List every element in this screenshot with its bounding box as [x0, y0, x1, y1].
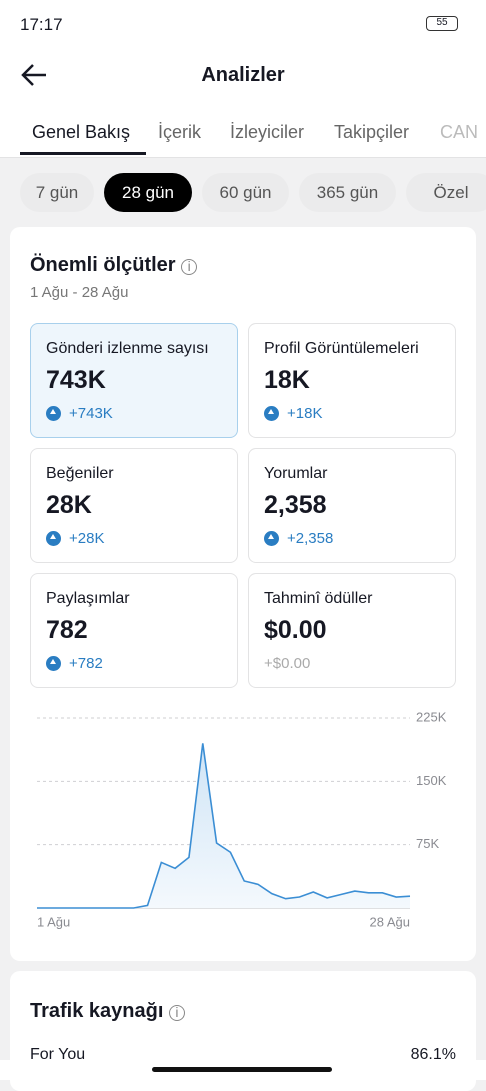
up-icon — [46, 656, 61, 671]
change-text: +18K — [287, 405, 323, 422]
change-text: +28K — [69, 530, 105, 547]
home-indicator — [152, 1067, 332, 1072]
metric-value: $0.00 — [264, 616, 327, 644]
metric-value: 28K — [46, 491, 92, 519]
metric-card[interactable]: Profil Görüntülemeleri 18K +18K — [248, 323, 456, 438]
section-title: Önemli ölçütler i — [30, 254, 198, 277]
tab-indicator — [20, 152, 146, 155]
metric-label: Paylaşımlar — [46, 590, 130, 607]
change-text: +743K — [69, 405, 113, 422]
period-pill[interactable]: 7 gün — [20, 173, 94, 212]
page-title: Analizler — [201, 64, 285, 86]
metric-value: 2,358 — [264, 491, 327, 519]
period-pill[interactable]: 60 gün — [202, 173, 289, 212]
metric-card[interactable]: Paylaşımlar 782 +782 — [30, 573, 238, 688]
views-chart: 75K 150K 225K 1 Ağu 28 Ağu — [37, 709, 447, 929]
metric-label: Yorumlar — [264, 465, 328, 482]
metric-change: +$0.00 — [264, 655, 440, 672]
area — [37, 743, 410, 908]
y-tick-label: 150K — [416, 773, 447, 788]
period-pill[interactable]: 28 gün — [104, 173, 192, 212]
info-icon[interactable]: i — [168, 1005, 185, 1021]
metric-value: 743K — [46, 366, 106, 394]
tab[interactable]: İçerik — [158, 122, 202, 142]
tab[interactable]: İzleyiciler — [230, 122, 305, 142]
metric-change: +743K — [46, 405, 222, 422]
metric-value: 18K — [264, 366, 310, 394]
back-button[interactable] — [20, 62, 50, 88]
battery: 55 — [426, 16, 458, 31]
title-text: Trafik kaynağı — [30, 1000, 164, 1022]
change-text: +$0.00 — [264, 655, 311, 672]
metric-change: +28K — [46, 530, 222, 547]
up-icon — [264, 406, 279, 421]
metric-card[interactable]: Beğeniler 28K +28K — [30, 448, 238, 563]
metric-label: Beğeniler — [46, 465, 114, 482]
traffic-value: 86.1% — [410, 1046, 456, 1063]
metric-value: 782 — [46, 616, 88, 644]
up-icon — [46, 531, 61, 546]
y-tick-label: 225K — [416, 709, 447, 724]
metric-change: +782 — [46, 655, 222, 672]
title-text: Önemli ölçütler — [30, 254, 176, 276]
line — [37, 743, 411, 909]
y-tick-label: 75K — [416, 836, 439, 851]
top-bar — [0, 0, 486, 158]
time: 17:17 — [20, 15, 63, 34]
tab[interactable]: Takipçiler — [334, 122, 410, 142]
metric-card[interactable]: Yorumlar 2,358 +2,358 — [248, 448, 456, 563]
metric-label: Profil Görüntülemeleri — [264, 340, 419, 357]
info-icon[interactable]: i — [181, 259, 198, 275]
traffic-label: For You — [30, 1046, 86, 1063]
up-icon — [264, 531, 279, 546]
x-tick-label: 28 Ağu — [370, 914, 411, 929]
date-range: 1 Ağu - 28 Ağu — [30, 284, 129, 301]
period-pill[interactable]: Özel — [406, 173, 486, 212]
change-text: +2,358 — [287, 530, 334, 547]
period-pill[interactable]: 365 gün — [299, 173, 396, 212]
metric-card[interactable]: Tahminî ödüller $0.00 +$0.00 — [248, 573, 456, 688]
tab[interactable]: CAN — [440, 122, 479, 142]
metric-label: Tahminî ödüller — [264, 590, 373, 607]
traffic-title: Trafik kaynağı i — [30, 1000, 185, 1023]
metric-card[interactable]: Gönderi izlenme sayısı 743K +743K — [30, 323, 238, 438]
change-text: +782 — [69, 655, 103, 672]
metric-change: +2,358 — [264, 530, 440, 547]
metric-label: Gönderi izlenme sayısı — [46, 340, 209, 357]
x-tick-label: 1 Ağu — [37, 914, 70, 929]
tab[interactable]: Genel Bakış — [32, 122, 131, 142]
up-icon — [46, 406, 61, 421]
metric-change: +18K — [264, 405, 440, 422]
